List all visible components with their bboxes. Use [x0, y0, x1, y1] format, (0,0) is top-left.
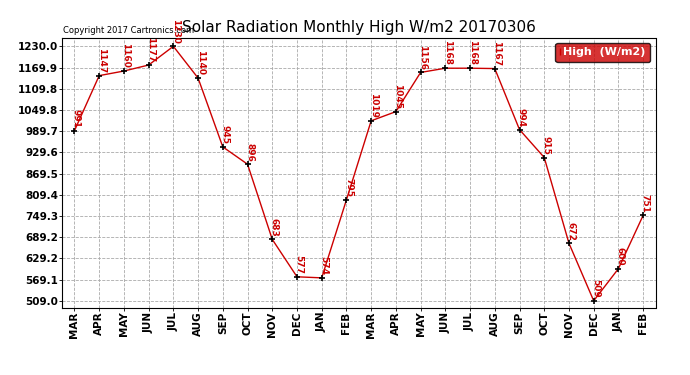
- Text: 896: 896: [245, 142, 254, 161]
- Title: Solar Radiation Monthly High W/m2 20170306: Solar Radiation Monthly High W/m2 201703…: [182, 20, 535, 35]
- Text: 795: 795: [344, 178, 353, 197]
- Text: 1230: 1230: [171, 19, 180, 44]
- Legend: High  (W/m2): High (W/m2): [555, 43, 650, 62]
- Text: 945: 945: [220, 125, 229, 144]
- Text: 991: 991: [72, 109, 81, 128]
- Text: 751: 751: [640, 194, 649, 213]
- Text: 509: 509: [591, 279, 600, 298]
- Text: Copyright 2017 Cartronics.com: Copyright 2017 Cartronics.com: [63, 26, 195, 35]
- Text: 683: 683: [270, 218, 279, 237]
- Text: 1045: 1045: [393, 84, 402, 109]
- Text: 1140: 1140: [195, 50, 204, 75]
- Text: 1177: 1177: [146, 37, 155, 62]
- Text: 915: 915: [542, 136, 551, 154]
- Text: 577: 577: [295, 255, 304, 274]
- Text: 574: 574: [319, 256, 328, 275]
- Text: 1160: 1160: [121, 44, 130, 68]
- Text: 1147: 1147: [97, 48, 106, 73]
- Text: 1167: 1167: [492, 40, 501, 66]
- Text: 672: 672: [566, 222, 575, 240]
- Text: 600: 600: [616, 248, 625, 266]
- Text: 1168: 1168: [468, 40, 477, 65]
- Text: 994: 994: [517, 108, 526, 127]
- Text: 1019: 1019: [368, 93, 377, 118]
- Text: 1168: 1168: [443, 40, 452, 65]
- Text: 1156: 1156: [418, 45, 427, 70]
